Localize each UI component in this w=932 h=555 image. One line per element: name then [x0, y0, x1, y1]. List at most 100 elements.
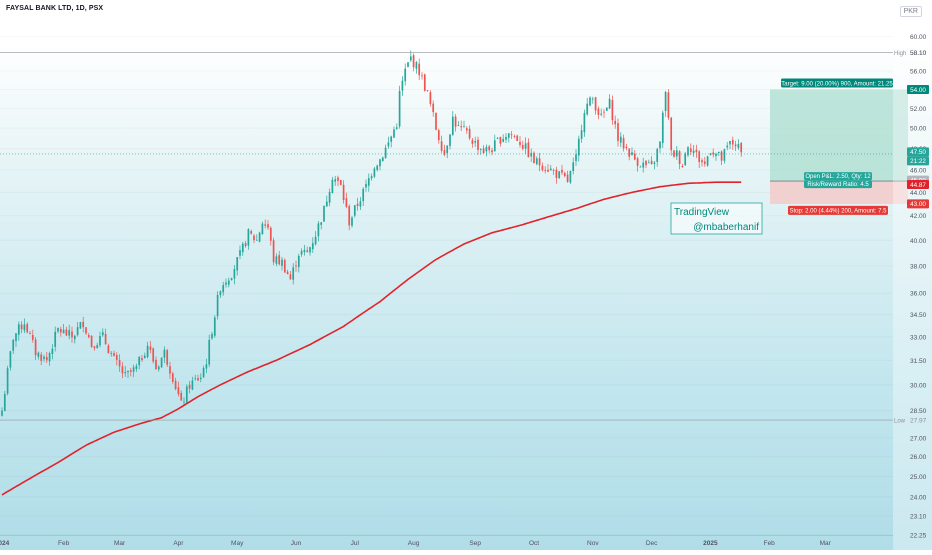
candle: [348, 204, 351, 231]
candle-body: [653, 162, 656, 164]
x-tick-label: Feb: [58, 540, 70, 547]
candle-body: [127, 370, 129, 373]
candle-body: [365, 183, 367, 188]
candle-body: [387, 142, 390, 147]
candle-body: [334, 179, 337, 182]
candle-body: [202, 368, 205, 378]
candle-body: [132, 367, 135, 372]
candle: [26, 322, 29, 334]
candle-body: [457, 125, 460, 127]
candle: [631, 147, 633, 156]
candle: [544, 166, 547, 174]
candle-body: [129, 370, 132, 372]
candle-body: [505, 136, 507, 140]
candle: [689, 143, 692, 156]
y-tick-label: 46.00: [910, 168, 927, 175]
candle: [331, 176, 334, 194]
grid: [0, 37, 893, 535]
candle-body: [337, 177, 339, 181]
candle: [205, 358, 208, 374]
y-tick-label: 26.00: [910, 454, 927, 461]
candle-body: [149, 346, 152, 350]
candle: [703, 156, 706, 167]
watermark-line1: TradingView: [674, 207, 730, 218]
candle-body: [597, 108, 600, 115]
candle: [698, 150, 701, 168]
candle-body: [345, 198, 348, 207]
candle-body: [155, 359, 157, 370]
candle-body: [443, 150, 446, 155]
candle-body: [717, 151, 720, 154]
moving-average-line: [1, 181, 742, 496]
candle: [547, 164, 549, 173]
candle: [225, 278, 227, 288]
candle-body: [227, 280, 230, 285]
candle-body: [485, 146, 488, 152]
candle: [734, 140, 737, 151]
candle: [451, 111, 454, 136]
candle-body: [320, 222, 323, 225]
candle: [356, 197, 359, 211]
x-tick-label: Aug: [408, 540, 420, 547]
candle: [625, 143, 628, 151]
candle-body: [141, 358, 143, 361]
candle-body: [79, 321, 82, 329]
candle-body: [177, 387, 180, 395]
candle-body: [549, 168, 552, 171]
candle-body: [185, 386, 188, 403]
candle-body: [703, 161, 706, 164]
candle: [549, 165, 552, 171]
stop-label-bg: [788, 205, 888, 215]
candle: [524, 137, 527, 155]
candle: [345, 192, 348, 209]
candle: [194, 374, 197, 381]
candle-body: [709, 153, 712, 155]
candle: [429, 90, 432, 107]
target-value-tag-bg: [907, 84, 929, 94]
candle-body: [603, 111, 605, 113]
candle-body: [121, 366, 124, 374]
candle-body: [395, 127, 398, 129]
candle: [174, 377, 177, 391]
candle: [446, 145, 449, 159]
candle-body: [191, 380, 194, 390]
candle: [659, 141, 661, 153]
currency-badge[interactable]: PKR: [899, 6, 922, 17]
candle: [1, 407, 3, 417]
candle-body: [283, 259, 286, 273]
candle-body: [362, 188, 365, 202]
candle-body: [642, 162, 645, 168]
y-tick-label: 28.50: [910, 408, 927, 415]
candle-body: [617, 123, 619, 141]
candle-body: [174, 380, 177, 389]
candle-body: [675, 150, 678, 157]
candle-body: [446, 145, 449, 154]
candle: [701, 158, 703, 167]
y-tick-label: 24.00: [910, 494, 927, 501]
candle-body: [303, 249, 306, 253]
candle-body: [26, 324, 29, 333]
candle: [359, 197, 362, 210]
candle: [230, 277, 233, 281]
candle-body: [20, 324, 23, 330]
candle-body: [625, 146, 628, 149]
candle: [227, 277, 230, 288]
candle-body: [367, 178, 370, 186]
candle: [513, 134, 516, 139]
ratio-label-bg: [804, 180, 872, 189]
candle-body: [356, 203, 359, 206]
y-tick-label: 58.10: [910, 50, 927, 57]
candle: [250, 229, 253, 235]
candle: [457, 121, 460, 127]
candle: [387, 136, 390, 149]
candle-body: [93, 346, 96, 349]
candle-body: [729, 141, 731, 145]
candle: [244, 240, 247, 248]
candle: [563, 171, 566, 178]
candle-body: [73, 335, 76, 340]
x-tick-label: Mar: [820, 540, 832, 547]
candle: [188, 381, 191, 394]
candle: [661, 110, 664, 148]
candle: [449, 133, 451, 150]
